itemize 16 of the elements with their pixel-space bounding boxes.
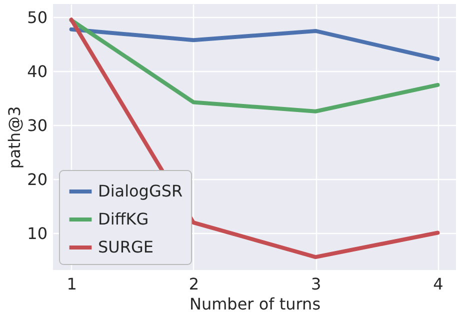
y-axis-title: path@3	[5, 106, 24, 169]
y-tick-label: 20	[27, 170, 48, 189]
y-tick-label: 30	[27, 116, 48, 135]
line-series	[69, 27, 440, 62]
x-tick-label: 1	[66, 274, 77, 294]
y-tick-label: 40	[27, 62, 48, 81]
x-tick-label: 3	[310, 274, 322, 294]
x-tick-label: 4	[433, 274, 444, 294]
legend-label: DialogGSR	[98, 182, 183, 200]
legend-label: SURGE	[98, 238, 154, 256]
y-tick-label: 10	[27, 224, 48, 243]
x-axis-title: Number of turns	[189, 294, 321, 314]
y-tick-label: 50	[27, 8, 48, 27]
x-tick-label: 2	[188, 274, 200, 294]
legend-label: DiffKG	[98, 210, 149, 228]
line-series	[69, 18, 440, 114]
